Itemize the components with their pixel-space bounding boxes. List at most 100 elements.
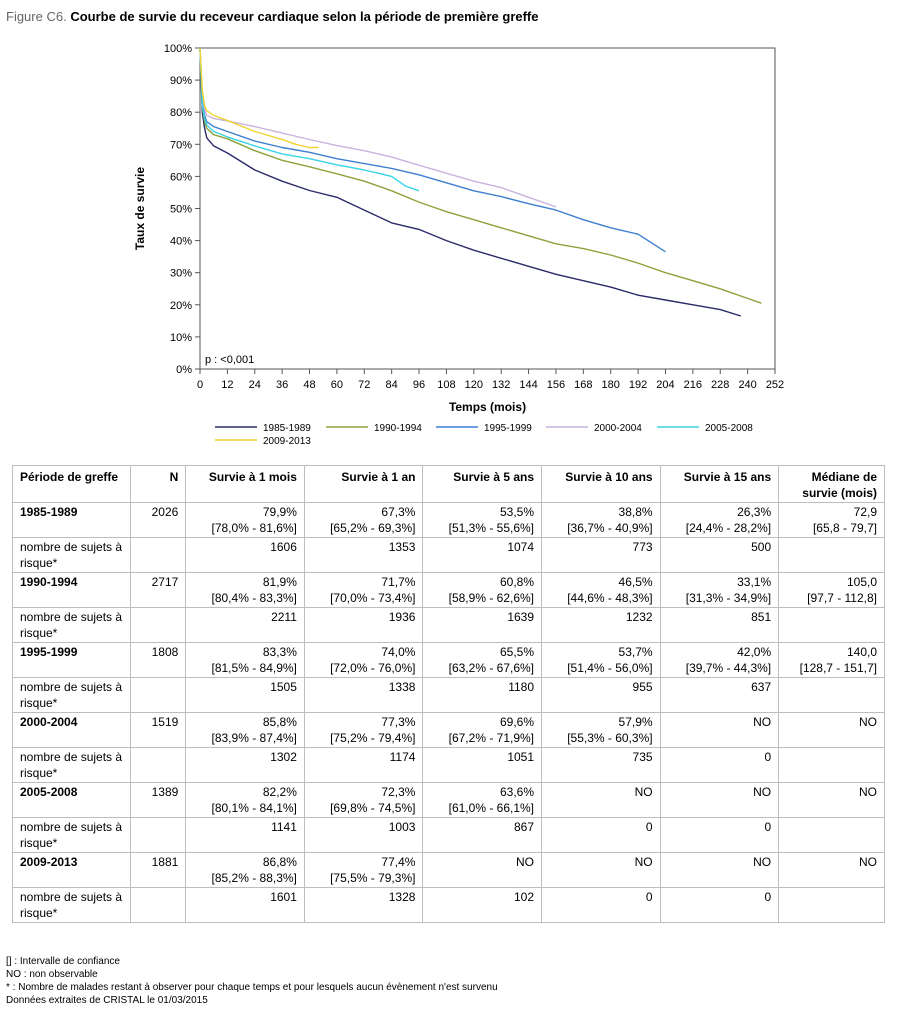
x-tick-label: 60	[331, 379, 343, 391]
x-tick-label: 24	[249, 379, 261, 391]
column-header: Survie à 15 ans	[659, 465, 780, 503]
x-tick-label: 132	[492, 379, 510, 391]
table-row: 2009-2013 1881 86,8% [85,2% - 88,3%] 77,4% [7…	[12, 852, 885, 888]
series-line-1995-1999	[199, 47, 666, 253]
risk-row: nombre de sujets à risque* 1141 1003 867 0 0	[12, 817, 885, 853]
survival-cell: 69,6% [67,2% - 71,9%]	[422, 712, 543, 748]
risk-cell: 1074	[422, 537, 543, 573]
x-tick-label: 144	[519, 379, 537, 391]
survival-cell: 42,0% [39,7% - 44,3%]	[659, 642, 780, 678]
survival-cell: NO	[778, 782, 885, 818]
risk-cell: 1302	[185, 747, 305, 783]
risk-cell: 0	[541, 887, 661, 923]
risk-cell: 955	[541, 677, 661, 713]
survival-cell: NO	[778, 852, 885, 888]
survival-cell: 53,7% [51,4% - 56,0%]	[541, 642, 661, 678]
risk-cell: 500	[659, 537, 780, 573]
x-tick-label: 0	[197, 379, 203, 391]
survival-cell: 72,9 [65,8 - 79,7]	[778, 502, 885, 538]
survival-cell: 60,8% [58,9% - 62,6%]	[422, 572, 543, 608]
x-tick-label: 156	[547, 379, 565, 391]
x-tick-label: 108	[437, 379, 455, 391]
n-cell: 2717	[129, 572, 187, 608]
survival-cell: NO	[422, 852, 543, 888]
risk-cell: 1639	[422, 607, 543, 643]
x-tick-label: 180	[602, 379, 620, 391]
y-axis-title: Taux de survie	[133, 167, 147, 250]
series-line-1985-1989	[199, 47, 742, 317]
y-tick-label: 100%	[164, 43, 192, 55]
risk-cell: 1232	[541, 607, 661, 643]
survival-cell: 85,8% [83,9% - 87,4%]	[185, 712, 305, 748]
survival-cell: 86,8% [85,2% - 88,3%]	[185, 852, 305, 888]
figure-label: Figure C6.	[6, 9, 67, 24]
survival-cell: NO	[659, 712, 780, 748]
risk-cell	[778, 607, 885, 643]
x-tick-label: 36	[276, 379, 288, 391]
risk-cell	[778, 677, 885, 713]
y-tick-label: 80%	[170, 107, 192, 119]
figure-title: Figure C6. Courbe de survie du receveur …	[6, 9, 539, 24]
table-row: 2005-2008 1389 82,2% [80,1% - 84,1%] 72,3% [6…	[12, 782, 885, 818]
risk-cell: 851	[659, 607, 780, 643]
table-row: 2000-2004 1519 85,8% [83,9% - 87,4%] 77,3% [7…	[12, 712, 885, 748]
x-tick-label: 96	[413, 379, 425, 391]
plot-frame	[199, 47, 776, 370]
period-cell: 1985-1989	[12, 502, 131, 538]
footnote-line: NO : non observable	[6, 969, 98, 980]
x-tick-label: 228	[711, 379, 729, 391]
y-tick-label: 90%	[170, 75, 192, 87]
empty-cell	[129, 817, 187, 853]
empty-cell	[129, 607, 187, 643]
survival-cell: 77,3% [75,2% - 79,4%]	[303, 712, 424, 748]
risk-cell: 773	[541, 537, 661, 573]
survival-cell: 26,3% [24,4% - 28,2%]	[659, 502, 780, 538]
y-tick-label: 20%	[170, 300, 192, 312]
risk-cell: 1174	[303, 747, 424, 783]
risk-cell: 637	[659, 677, 780, 713]
risk-cell: 0	[659, 887, 780, 923]
column-header: Période de greffe	[12, 465, 131, 503]
n-cell: 1808	[129, 642, 187, 678]
risk-cell: 102	[422, 887, 543, 923]
x-tick-label: 168	[574, 379, 592, 391]
period-cell: 2005-2008	[12, 782, 131, 818]
period-cell: 2009-2013	[12, 852, 131, 888]
risk-cell: 1328	[303, 887, 424, 923]
survival-cell: NO	[541, 852, 661, 888]
footnote-line: * : Nombre de malades restant à observer…	[6, 982, 498, 993]
risk-cell: 1353	[303, 537, 424, 573]
survival-cell: 67,3% [65,2% - 69,3%]	[303, 502, 424, 538]
risk-cell: 1051	[422, 747, 543, 783]
survival-cell: 65,5% [63,2% - 67,6%]	[422, 642, 543, 678]
survival-cell: 57,9% [55,3% - 60,3%]	[541, 712, 661, 748]
y-tick-label: 60%	[170, 171, 192, 183]
n-cell: 1881	[129, 852, 187, 888]
survival-cell: 105,0 [97,7 - 112,8]	[778, 572, 885, 608]
risk-cell: 2211	[185, 607, 305, 643]
p-value-annotation: p : <0,001	[205, 354, 254, 366]
risk-cell: 1180	[422, 677, 543, 713]
x-tick-label: 240	[738, 379, 756, 391]
table-header-row: Période de greffe N Survie à 1 mois Survie …	[12, 465, 885, 503]
risk-row: nombre de sujets à risque* 1606 1353 1074 77…	[12, 537, 885, 573]
risk-row: nombre de sujets à risque* 1505 1338 1180 95…	[12, 677, 885, 713]
risk-label-cell: nombre de sujets à risque*	[12, 887, 131, 923]
x-tick-label: 120	[465, 379, 483, 391]
survival-cell: 63,6% [61,0% - 66,1%]	[422, 782, 543, 818]
legend-label: 2009-2013	[263, 436, 311, 445]
x-tick-label: 48	[303, 379, 315, 391]
table-row: 1995-1999 1808 83,3% [81,5% - 84,9%] 74,0% [7…	[12, 642, 885, 678]
risk-cell	[778, 817, 885, 853]
empty-cell	[129, 747, 187, 783]
footnotes: [] : Intervalle de confiance NO : non obs…	[6, 955, 498, 1007]
risk-label-cell: nombre de sujets à risque*	[12, 677, 131, 713]
survival-cell: 53,5% [51,3% - 55,6%]	[422, 502, 543, 538]
y-tick-label: 10%	[170, 332, 192, 344]
x-tick-label: 72	[358, 379, 370, 391]
risk-row: nombre de sujets à risque* 1302 1174 1051 73…	[12, 747, 885, 783]
risk-cell: 1606	[185, 537, 305, 573]
survival-cell: 140,0 [128,7 - 151,7]	[778, 642, 885, 678]
risk-cell: 0	[659, 747, 780, 783]
survival-cell: 33,1% [31,3% - 34,9%]	[659, 572, 780, 608]
